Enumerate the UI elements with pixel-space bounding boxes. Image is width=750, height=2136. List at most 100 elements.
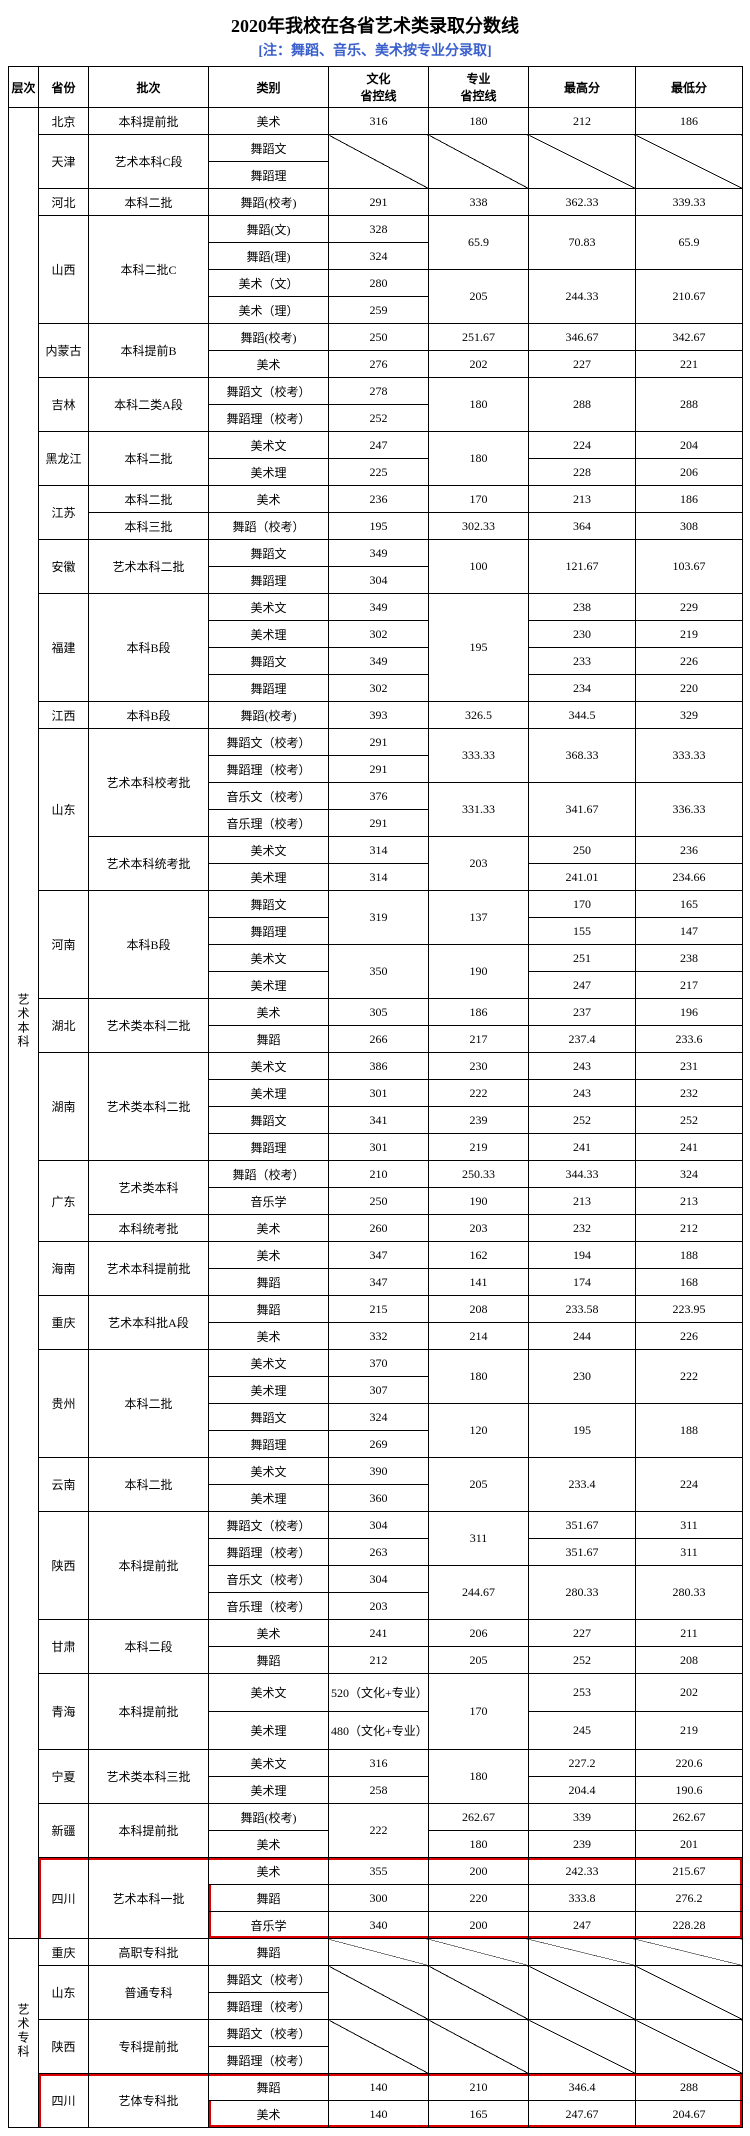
cell-batch: 艺术类本科三批 — [89, 1750, 209, 1804]
cell-batch: 艺术类本科二批 — [89, 1053, 209, 1161]
cell-max: 121.67 — [529, 540, 636, 594]
cell-province: 山东 — [39, 729, 89, 891]
cell-culture: 316 — [329, 108, 429, 135]
cell-major: 141 — [429, 1269, 529, 1296]
cell-province: 福建 — [39, 594, 89, 702]
cell-culture: 332 — [329, 1323, 429, 1350]
cell-province: 重庆 — [39, 1939, 89, 1966]
cell-province: 贵州 — [39, 1350, 89, 1458]
level-zhuanke: 艺术专科 — [9, 1939, 39, 2128]
cell-culture: 304 — [329, 1512, 429, 1539]
cell-major: 180 — [429, 1831, 529, 1858]
cell-min: 222 — [636, 1350, 743, 1404]
cell-category: 美术 — [209, 1620, 329, 1647]
cell-culture: 278 — [329, 378, 429, 405]
cell-max: 232 — [529, 1215, 636, 1242]
cell-category: 音乐理（校考） — [209, 1593, 329, 1620]
cell-category: 舞蹈文 — [209, 891, 329, 918]
cell-max: 242.33 — [529, 1858, 636, 1885]
cell-culture — [329, 135, 429, 189]
h-category: 类别 — [209, 67, 329, 108]
cell-min: 221 — [636, 351, 743, 378]
cell-culture: 225 — [329, 459, 429, 486]
cell-category: 音乐学 — [209, 1912, 329, 1939]
cell-province: 青海 — [39, 1674, 89, 1750]
cell-province: 北京 — [39, 108, 89, 135]
cell-max: 243 — [529, 1053, 636, 1080]
cell-max: 247 — [529, 972, 636, 999]
cell-major: 214 — [429, 1323, 529, 1350]
cell-category: 舞蹈（校考） — [209, 513, 329, 540]
cell-min: 186 — [636, 486, 743, 513]
cell-major: 170 — [429, 486, 529, 513]
cell-category: 美术 — [209, 351, 329, 378]
cell-batch: 本科二批 — [89, 1350, 209, 1458]
cell-min: 212 — [636, 1215, 743, 1242]
cell-min: 231 — [636, 1053, 743, 1080]
cell-category: 舞蹈 — [209, 1885, 329, 1912]
table-row: 青海本科提前批美术文520（文化+专业）170253202 — [9, 1674, 743, 1712]
cell-province: 安徽 — [39, 540, 89, 594]
cell-culture: 291 — [329, 729, 429, 756]
cell-culture: 305 — [329, 999, 429, 1026]
cell-max: 362.33 — [529, 189, 636, 216]
page-subtitle: [注：舞蹈、音乐、美术按专业分录取] — [8, 40, 742, 60]
table-row: 山东艺术本科校考批舞蹈文（校考）291333.33368.33333.33 — [9, 729, 743, 756]
cell-category: 美术理 — [209, 864, 329, 891]
cell-max: 155 — [529, 918, 636, 945]
cell-category: 美术理 — [209, 972, 329, 999]
cell-major: 222 — [429, 1080, 529, 1107]
cell-province: 天津 — [39, 135, 89, 189]
cell-min: 241 — [636, 1134, 743, 1161]
cell-category: 美术 — [209, 1323, 329, 1350]
table-row: 本科三批舞蹈（校考）195302.33364308 — [9, 513, 743, 540]
score-table: 层次 省份 批次 类别 文化省控线 专业省控线 最高分 最低分 艺术本科北京本科… — [8, 66, 743, 2128]
cell-min: 324 — [636, 1161, 743, 1188]
cell-category: 舞蹈(校考) — [209, 1804, 329, 1831]
cell-major: 165 — [429, 2101, 529, 2128]
cell-max: 238 — [529, 594, 636, 621]
cell-category: 美术 — [209, 108, 329, 135]
cell-major: 120 — [429, 1404, 529, 1458]
cell-province: 内蒙古 — [39, 324, 89, 378]
cell-batch: 本科二批 — [89, 486, 209, 513]
cell-max: 333.8 — [529, 1885, 636, 1912]
cell-batch: 艺术类本科二批 — [89, 999, 209, 1053]
table-row: 艺术本科北京本科提前批美术316180212186 — [9, 108, 743, 135]
cell-culture: 304 — [329, 1566, 429, 1593]
cell-max: 247.67 — [529, 2101, 636, 2128]
cell-category: 美术文 — [209, 1350, 329, 1377]
cell-culture: 390 — [329, 1458, 429, 1485]
cell-max: 239 — [529, 1831, 636, 1858]
cell-batch: 本科二批 — [89, 432, 209, 486]
cell-major: 200 — [429, 1912, 529, 1939]
cell-province: 甘肃 — [39, 1620, 89, 1674]
cell-province: 海南 — [39, 1242, 89, 1296]
cell-min: 329 — [636, 702, 743, 729]
cell-max: 234 — [529, 675, 636, 702]
cell-category: 舞蹈文 — [209, 648, 329, 675]
cell-max: 228 — [529, 459, 636, 486]
cell-max: 194 — [529, 1242, 636, 1269]
table-row: 宁夏艺术类本科三批美术文316180227.2220.6 — [9, 1750, 743, 1777]
cell-min: 226 — [636, 1323, 743, 1350]
cell-max: 244.33 — [529, 270, 636, 324]
cell-max: 346.67 — [529, 324, 636, 351]
cell-category: 美术文 — [209, 1053, 329, 1080]
cell-culture: 140 — [329, 2074, 429, 2101]
cell-min: 288 — [636, 378, 743, 432]
cell-major: 208 — [429, 1296, 529, 1323]
cell-culture: 266 — [329, 1026, 429, 1053]
cell-province: 江西 — [39, 702, 89, 729]
cell-category: 美术文 — [209, 594, 329, 621]
cell-max: 230 — [529, 621, 636, 648]
cell-category: 舞蹈（校考） — [209, 1161, 329, 1188]
cell-culture: 340 — [329, 1912, 429, 1939]
cell-category: 美术文 — [209, 1750, 329, 1777]
cell-min: 226 — [636, 648, 743, 675]
h-min: 最低分 — [636, 67, 743, 108]
h-culture: 文化省控线 — [329, 67, 429, 108]
cell-batch: 艺体专科批 — [89, 2074, 209, 2128]
cell-culture: 276 — [329, 351, 429, 378]
cell-culture: 236 — [329, 486, 429, 513]
